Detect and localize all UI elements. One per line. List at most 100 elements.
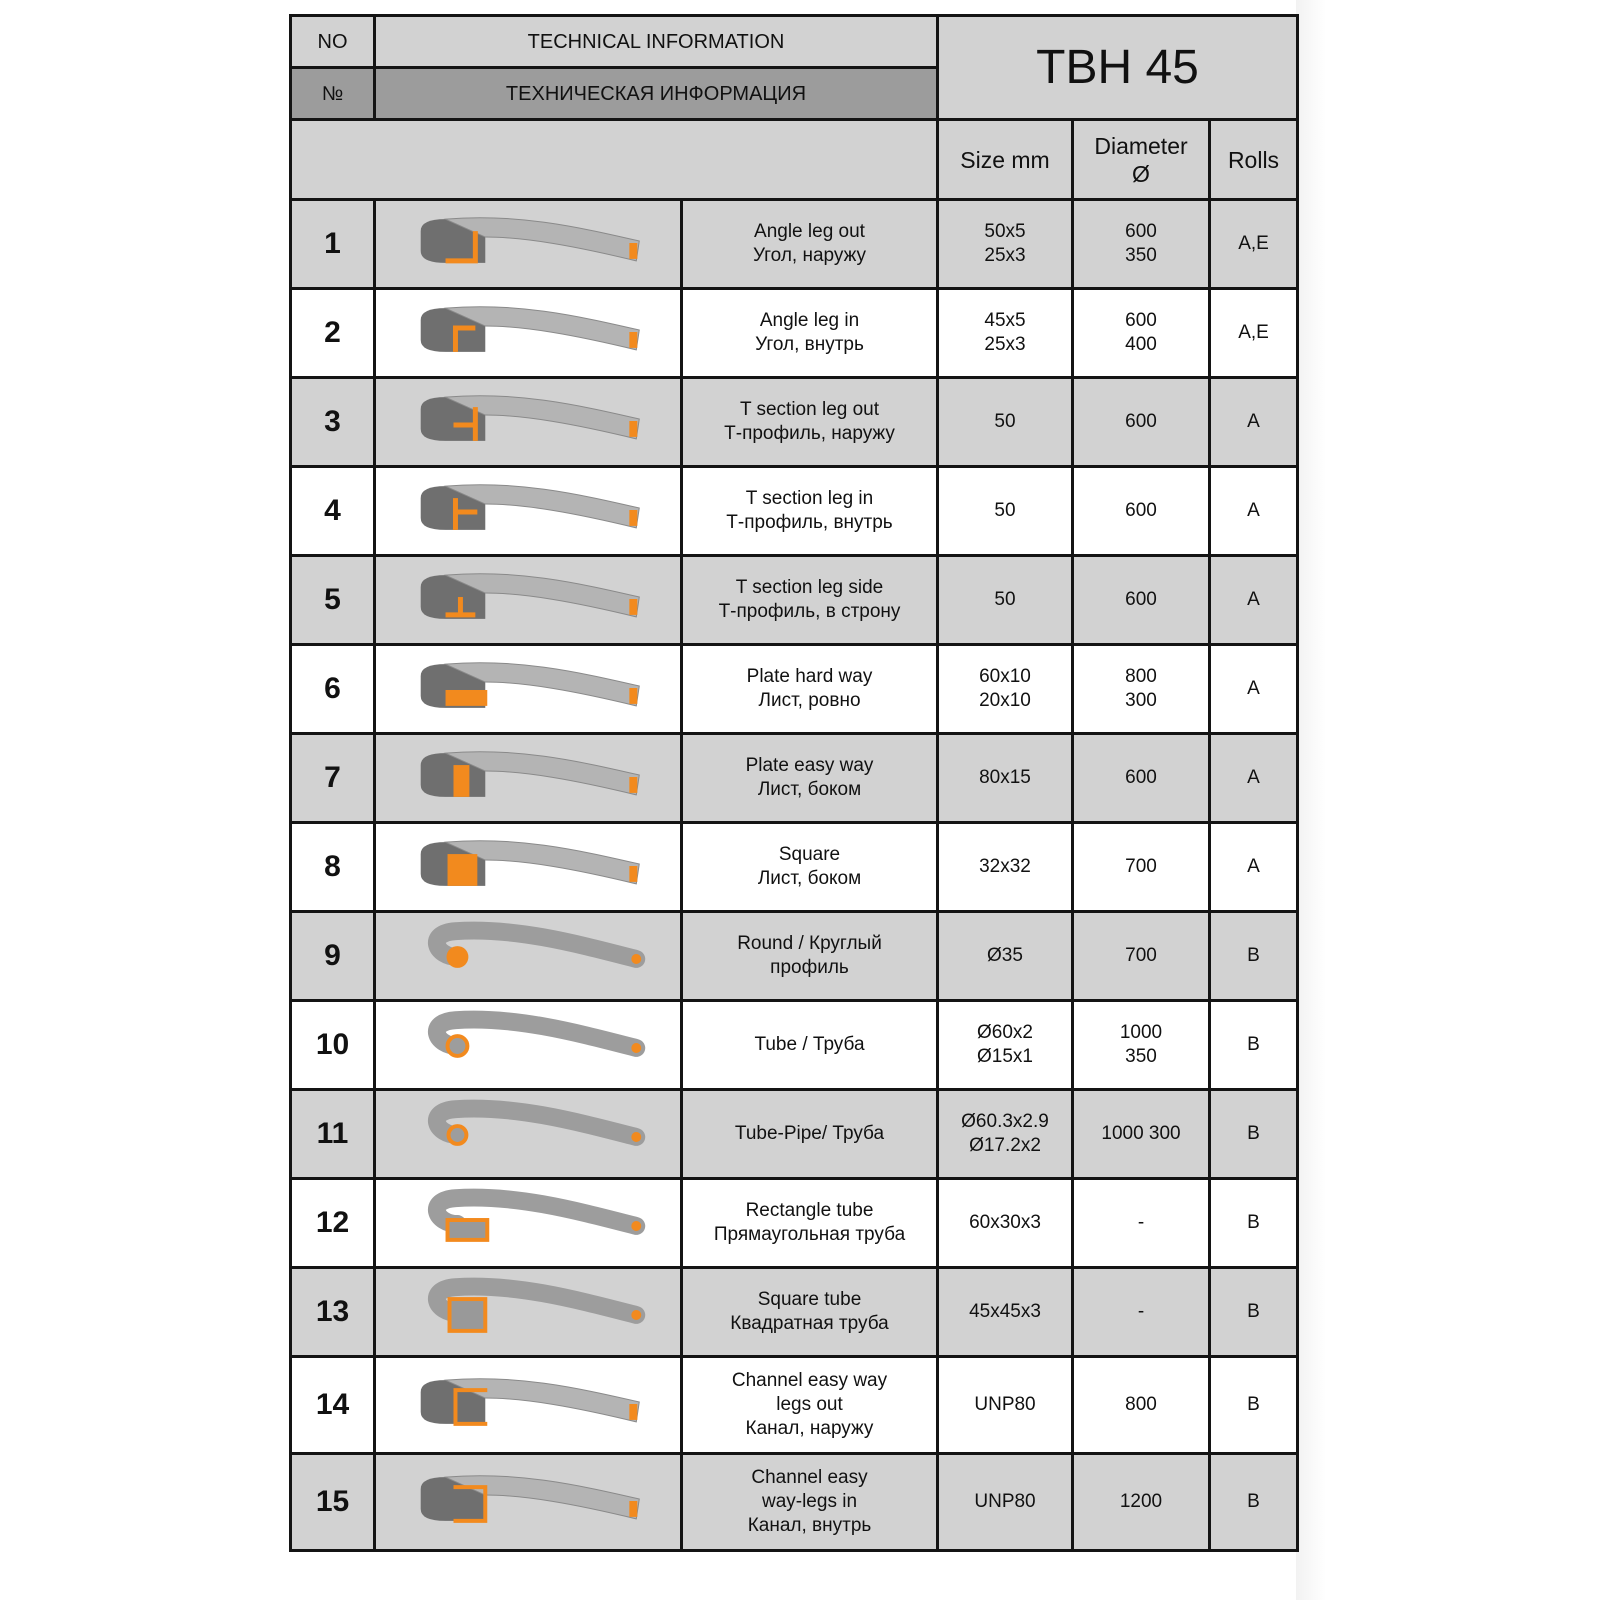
diameter-value: 600 xyxy=(1071,732,1211,824)
rolls-value: A,E xyxy=(1208,198,1299,290)
row-number: 15 xyxy=(289,1452,376,1552)
profile-description: Tube-Pipe/ Труба xyxy=(680,1088,939,1180)
profile-image xyxy=(373,910,683,1002)
profile-description: Square tube Квадратная труба xyxy=(680,1266,939,1358)
profile-image xyxy=(373,1177,683,1269)
diameter-value: 600 xyxy=(1071,376,1211,468)
diameter-value: 800 xyxy=(1071,1355,1211,1455)
profile-description: Plate easy way Лист, боком xyxy=(680,732,939,824)
row-number: 13 xyxy=(289,1266,376,1358)
profile-image xyxy=(373,198,683,290)
profile-image xyxy=(373,287,683,379)
row-number: 2 xyxy=(289,287,376,379)
header-no-en: NO xyxy=(289,14,376,69)
profile-description: T section leg side Т-профиль, в строну xyxy=(680,554,939,646)
square-tube-icon xyxy=(428,1277,646,1333)
channel-legs-out-icon xyxy=(420,1378,640,1426)
t-section-leg-side-icon xyxy=(420,573,640,619)
table-row: 7 Plate easy way Лист, боком 80x15 600 A xyxy=(289,732,1299,824)
t-section-leg-out-icon xyxy=(420,395,640,441)
angle-leg-out-icon xyxy=(420,217,640,264)
profile-image xyxy=(373,376,683,468)
tube-icon xyxy=(428,1010,646,1058)
row-number: 3 xyxy=(289,376,376,468)
row-number: 12 xyxy=(289,1177,376,1269)
rolls-value: A xyxy=(1208,821,1299,913)
profile-image xyxy=(373,1355,683,1455)
header-title-ru: ТЕХНИЧЕСКАЯ ИНФОРМАЦИЯ xyxy=(373,66,939,121)
header-no-ru: № xyxy=(289,66,376,121)
profile-image xyxy=(373,554,683,646)
diameter-value: - xyxy=(1071,1177,1211,1269)
row-number: 10 xyxy=(289,999,376,1091)
table-row: 3 T section leg out Т-профиль, наружу 50 60… xyxy=(289,376,1299,468)
size-value: 50 xyxy=(936,465,1074,557)
profile-description: T section leg out Т-профиль, наружу xyxy=(680,376,939,468)
plate-hard-way-icon xyxy=(420,662,640,708)
rolls-value: A xyxy=(1208,732,1299,824)
row-number: 6 xyxy=(289,643,376,735)
row-number: 9 xyxy=(289,910,376,1002)
channel-legs-in-icon xyxy=(420,1475,640,1523)
diameter-value: 600 400 xyxy=(1071,287,1211,379)
rolls-value: B xyxy=(1208,1266,1299,1358)
technical-info-table: NO TECHNICAL INFORMATION TBH 45 № ТЕХНИЧ… xyxy=(289,14,1299,1552)
profile-description: Channel easy way legs out Канал, наружу xyxy=(680,1355,939,1455)
size-value: UNP80 xyxy=(936,1355,1074,1455)
table-row: 6 Plate hard way Лист, ровно 60x10 20x10 80… xyxy=(289,643,1299,735)
table-row: 15 Channel easy way-legs in Канал, внутрь… xyxy=(289,1452,1299,1552)
profile-description: T section leg in Т-профиль, внутрь xyxy=(680,465,939,557)
rolls-value: A xyxy=(1208,376,1299,468)
profile-description: Tube / Труба xyxy=(680,999,939,1091)
row-number: 1 xyxy=(289,198,376,290)
size-value: 45x5 25x3 xyxy=(936,287,1074,379)
column-header-diameter: Diameter Ø xyxy=(1071,118,1211,201)
page-shade xyxy=(1296,0,1326,1600)
table-row: 10 Tube / Труба Ø60x2 Ø15x1 1000 350 B xyxy=(289,999,1299,1091)
size-value: 80x15 xyxy=(936,732,1074,824)
column-header-rolls: Rolls xyxy=(1208,118,1299,201)
size-value: 45x45x3 xyxy=(936,1266,1074,1358)
profile-image xyxy=(373,1088,683,1180)
profile-image xyxy=(373,643,683,735)
profile-image xyxy=(373,465,683,557)
table-row: 8 Square Лист, боком 32x32 700 A xyxy=(289,821,1299,913)
profile-image xyxy=(373,1266,683,1358)
diameter-value: 800 300 xyxy=(1071,643,1211,735)
profile-description: Angle leg in Угол, внутрь xyxy=(680,287,939,379)
size-value: 50x5 25x3 xyxy=(936,198,1074,290)
rolls-value: A xyxy=(1208,643,1299,735)
size-value: 60x30x3 xyxy=(936,1177,1074,1269)
rolls-value: B xyxy=(1208,910,1299,1002)
profile-description: Angle leg out Угол, наружу xyxy=(680,198,939,290)
profile-description: Square Лист, боком xyxy=(680,821,939,913)
model-title: TBH 45 xyxy=(936,14,1299,121)
angle-leg-in-icon xyxy=(420,306,640,352)
row-number: 14 xyxy=(289,1355,376,1455)
size-value: UNP80 xyxy=(936,1452,1074,1552)
rolls-value: A,E xyxy=(1208,287,1299,379)
row-number: 11 xyxy=(289,1088,376,1180)
diameter-value: 600 350 xyxy=(1071,198,1211,290)
row-number: 4 xyxy=(289,465,376,557)
diameter-value: - xyxy=(1071,1266,1211,1358)
diameter-value: 600 xyxy=(1071,465,1211,557)
column-header-blank xyxy=(289,118,939,201)
rolls-value: A xyxy=(1208,554,1299,646)
diameter-value: 1000 350 xyxy=(1071,999,1211,1091)
t-section-leg-in-icon xyxy=(420,484,640,530)
profile-image xyxy=(373,732,683,824)
table-row: 14 Channel easy way legs out Канал, наруж… xyxy=(289,1355,1299,1455)
table-row: 9 Round / Круглый профиль Ø35 700 B xyxy=(289,910,1299,1002)
size-value: 50 xyxy=(936,376,1074,468)
table-row: 5 T section leg side Т-профиль, в строну 5… xyxy=(289,554,1299,646)
rolls-value: B xyxy=(1208,1355,1299,1455)
profile-image xyxy=(373,821,683,913)
diameter-value: 600 xyxy=(1071,554,1211,646)
table-row: 11 Tube-Pipe/ Труба Ø60.3x2.9 Ø17.2x2 1000 … xyxy=(289,1088,1299,1180)
size-value: Ø60.3x2.9 Ø17.2x2 xyxy=(936,1088,1074,1180)
row-number: 8 xyxy=(289,821,376,913)
profile-image xyxy=(373,1452,683,1552)
table-row: 1 Angle leg out Угол, наружу 50x5 25x3 600 … xyxy=(289,198,1299,290)
row-number: 5 xyxy=(289,554,376,646)
